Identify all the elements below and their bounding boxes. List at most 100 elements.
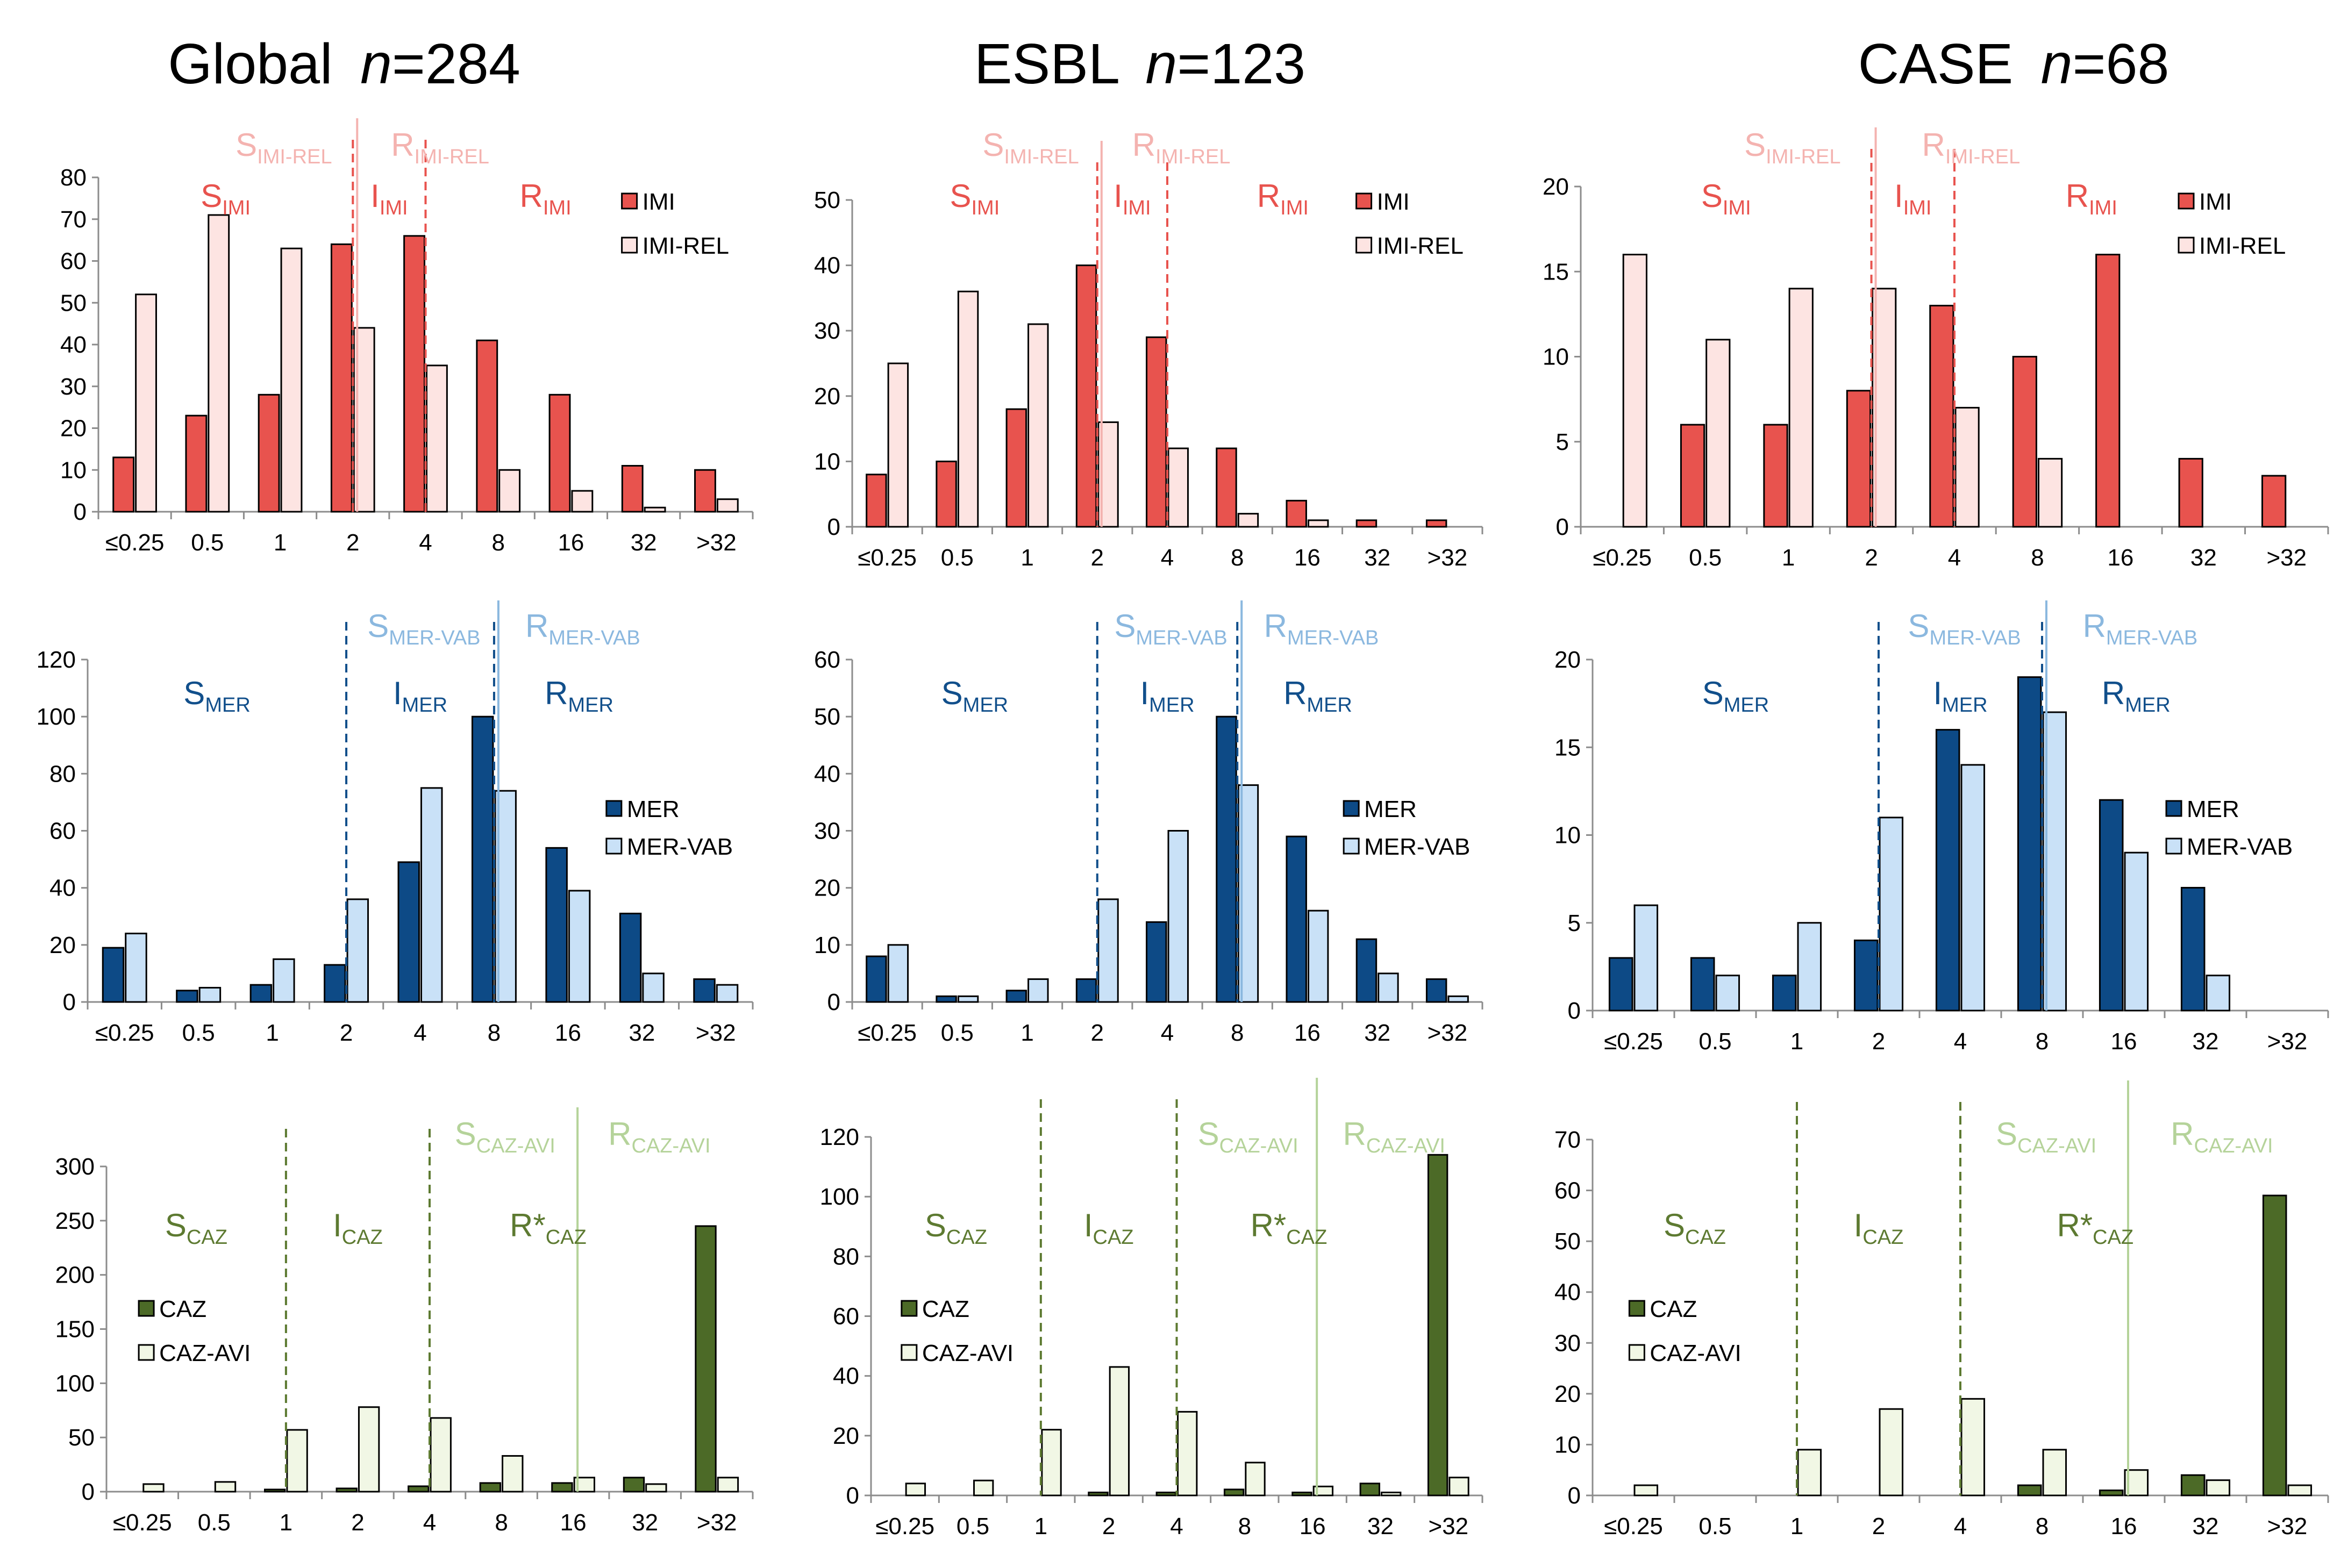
y-tick-label: 0: [82, 1479, 95, 1505]
bar-caz-8: [2262, 1194, 2287, 1497]
bar-mer-vab-7: [2206, 975, 2231, 1012]
zone-label-combo-0: SMER-VAB: [1114, 608, 1227, 649]
legend-swatch-mer-vab: [2165, 837, 2182, 855]
panel-esbl-mer: 0 10 20 30 40 50 60 ≤0.25 0.5 1 2 4 8 16 32 >32 SMER IMER…: [814, 600, 1483, 1046]
bar-imi-6: [1286, 499, 1307, 528]
y-tick-label: 100: [37, 704, 76, 730]
bar-mer-vab-6: [2124, 851, 2149, 1012]
bar-caz-avi-1: [973, 1479, 994, 1497]
y-tick-label: 80: [49, 761, 76, 787]
bar-mer-5: [1216, 715, 1237, 1003]
legend-label-caz-avi: CAZ-AVI: [922, 1340, 1014, 1366]
legend-swatch-imi: [1355, 192, 1373, 210]
legend-swatch-imi-rel: [2178, 237, 2195, 254]
y-tick-label: 50: [68, 1424, 95, 1451]
zone-label-mer: RMER: [1283, 675, 1352, 717]
bar-imi-5: [476, 339, 498, 513]
zone-label-imi: IIMI: [1114, 178, 1151, 219]
bar-imi-rel-7: [644, 506, 666, 513]
bar-imi-5: [2012, 356, 2037, 528]
bar-caz-7: [1359, 1483, 1381, 1497]
title-global-count: =284: [392, 32, 520, 96]
bar-imi-rel-1: [1705, 339, 1731, 528]
legend-label-mer: MER: [1364, 796, 1417, 822]
title-esbl-count: =123: [1177, 32, 1305, 96]
x-tick-label: 32: [2193, 1028, 2219, 1055]
x-tick-label: 16: [558, 529, 584, 556]
panel-case-imi: 0 5 10 15 20 ≤0.25 0.5 1 2 4 8 16 32 >32 SIMI IIMI RIMI S…: [1543, 127, 2329, 571]
x-tick-label: 4: [1948, 545, 1961, 571]
zone-label-mer: IMER: [393, 675, 447, 717]
x-tick-label: 32: [2193, 1513, 2219, 1540]
bar-mer-0: [1608, 957, 1633, 1012]
zone-label-combo-0: SIMI-REL: [982, 127, 1079, 168]
bar-mer-2: [1772, 975, 1797, 1012]
bar-mer-vab-3: [1097, 898, 1119, 1003]
panel-case-mer: 0 5 10 15 20 ≤0.25 0.5 1 2 4 8 16 32 >32 SMER IMER RMER S…: [1554, 600, 2329, 1055]
legend-swatch-imi-rel: [1355, 237, 1373, 254]
x-tick-label: 8: [488, 1020, 501, 1046]
y-tick-label: 10: [1543, 344, 1569, 370]
bar-imi-4: [403, 235, 425, 513]
legend-label-imi: IMI: [643, 189, 675, 215]
zone-label-mer: SMER: [183, 675, 250, 717]
x-tick-label: >32: [2267, 1513, 2308, 1540]
x-tick-label: ≤0.25: [875, 1513, 934, 1540]
x-tick-label: 0.5: [191, 529, 224, 556]
x-tick-label: 32: [629, 1020, 655, 1046]
zone-label-combo-0: SCAZ-AVI: [455, 1116, 555, 1157]
y-tick-label: 60: [833, 1304, 859, 1330]
bar-imi-0: [866, 474, 887, 528]
x-tick-label: 32: [2190, 545, 2217, 571]
x-tick-label: 1: [1790, 1028, 1803, 1055]
bar-mer-6: [1286, 835, 1307, 1003]
x-tick-label: 4: [1161, 1020, 1174, 1046]
bar-caz-avi-5: [1245, 1462, 1266, 1497]
bar-imi-rel-0: [887, 362, 909, 528]
bar-caz-avi-5: [2042, 1449, 2067, 1497]
bar-mer-7: [619, 912, 642, 1003]
title-global-name: Global: [168, 32, 332, 96]
bar-caz-avi-2: [1041, 1429, 1062, 1497]
bar-mer-vab-4: [1167, 830, 1189, 1003]
bar-mer-6: [2099, 799, 2124, 1012]
y-tick-label: 0: [827, 989, 840, 1015]
x-tick-label: ≤0.25: [113, 1509, 172, 1536]
title-esbl: ESBL n=123: [974, 32, 1305, 96]
y-tick-label: 300: [55, 1154, 95, 1180]
bar-imi-1: [936, 460, 957, 528]
x-tick-label: >32: [2267, 1028, 2308, 1055]
y-tick-label: 100: [820, 1184, 859, 1210]
zone-label-imi: SIMI: [1701, 178, 1751, 219]
zone-label-imi: SIMI: [950, 178, 1000, 219]
y-tick-label: 250: [55, 1208, 95, 1234]
bar-caz-avi-5: [502, 1455, 524, 1493]
bar-mer-vab-3: [1879, 817, 1904, 1012]
legend-label-caz: CAZ: [159, 1296, 206, 1322]
bar-caz-avi-7: [645, 1483, 667, 1493]
x-tick-label: 0.5: [957, 1513, 989, 1540]
bar-caz-3: [1088, 1491, 1109, 1497]
zone-label-caz: SCAZ: [925, 1207, 987, 1249]
x-tick-label: 0.5: [941, 545, 974, 571]
legend-swatch-mer-vab: [1343, 837, 1360, 855]
bar-imi-rel-1: [208, 214, 230, 513]
x-tick-label: >32: [1428, 1020, 1468, 1046]
bar-caz-2: [263, 1488, 286, 1493]
x-tick-label: 4: [1161, 545, 1174, 571]
y-tick-label: 40: [1554, 1279, 1581, 1306]
x-tick-label: >32: [1428, 545, 1468, 571]
bar-mer-4: [1146, 921, 1167, 1003]
bar-imi-6: [548, 393, 571, 513]
bar-mer-vab-3: [346, 898, 369, 1003]
x-tick-label: 8: [1231, 545, 1244, 571]
bar-mer-vab-8: [716, 984, 739, 1003]
legend-label-caz-avi: CAZ-AVI: [1650, 1340, 1741, 1366]
zone-label-mer: SMER: [941, 675, 1008, 717]
bar-imi-8: [1425, 519, 1447, 528]
title-global-n: n: [360, 32, 392, 96]
bar-imi-rel-2: [1027, 323, 1049, 528]
bar-imi-rel-5: [498, 469, 521, 513]
bar-caz-avi-0: [142, 1483, 165, 1493]
x-tick-label: 2: [1872, 1513, 1885, 1540]
